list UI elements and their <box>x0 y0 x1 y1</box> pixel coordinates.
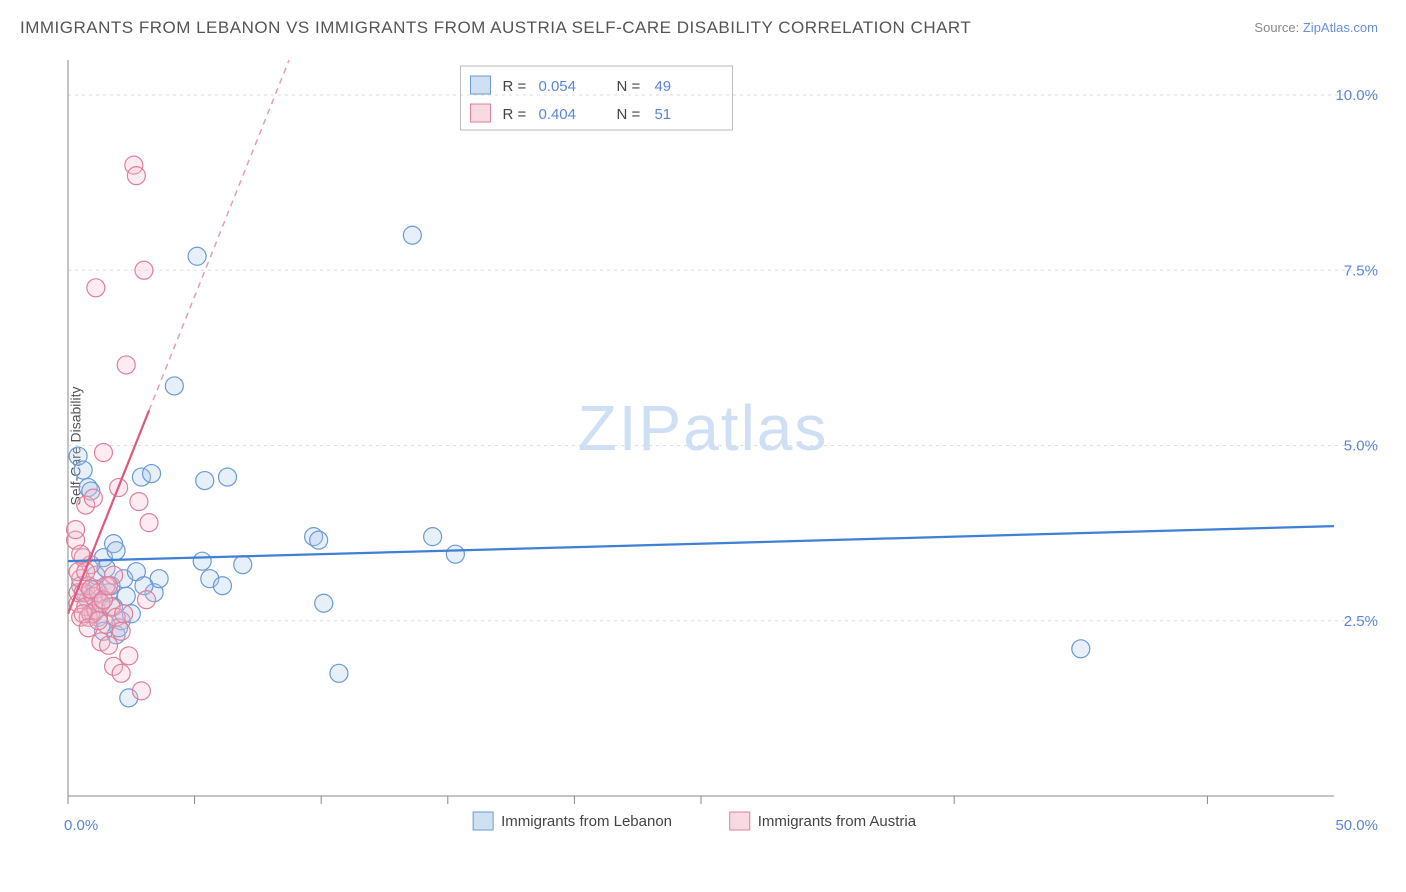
svg-text:50.0%: 50.0% <box>1335 817 1378 834</box>
svg-text:Immigrants from Lebanon: Immigrants from Lebanon <box>501 813 672 830</box>
svg-text:10.0%: 10.0% <box>1335 87 1378 104</box>
svg-text:R =: R = <box>502 78 526 95</box>
source-value: ZipAtlas.com <box>1303 20 1378 35</box>
scatter-svg: 2.5% 5.0% 7.5% 10.0% 0.0% 50.0% R = 0.054 N = 49 R… <box>52 54 1392 844</box>
svg-text:2.5%: 2.5% <box>1344 613 1378 630</box>
svg-text:Immigrants from Austria: Immigrants from Austria <box>758 813 917 830</box>
svg-text:N =: N = <box>616 78 640 95</box>
svg-text:0.0%: 0.0% <box>64 817 98 834</box>
svg-text:49: 49 <box>654 78 671 95</box>
svg-text:N =: N = <box>616 106 640 123</box>
svg-text:7.5%: 7.5% <box>1344 262 1378 279</box>
svg-text:0.404: 0.404 <box>538 106 576 123</box>
svg-text:0.054: 0.054 <box>538 78 576 95</box>
svg-text:5.0%: 5.0% <box>1344 438 1378 455</box>
svg-text:R =: R = <box>502 106 526 123</box>
source-label: Source: <box>1254 20 1299 35</box>
chart-title: IMMIGRANTS FROM LEBANON VS IMMIGRANTS FR… <box>20 18 971 38</box>
plot-area: 2.5% 5.0% 7.5% 10.0% 0.0% 50.0% R = 0.054 N = 49 R… <box>52 54 1392 844</box>
source-attribution: Source: ZipAtlas.com <box>1254 20 1378 35</box>
svg-text:51: 51 <box>654 106 671 123</box>
